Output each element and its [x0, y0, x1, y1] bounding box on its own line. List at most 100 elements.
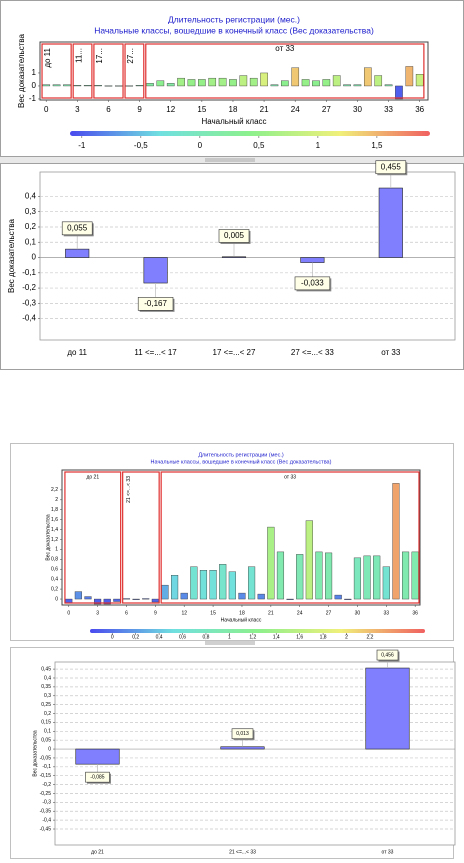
x-tick-label: 33: [384, 610, 390, 616]
bar: [249, 77, 258, 87]
value-label: 0,055: [67, 223, 88, 232]
x-tick-label: 27: [326, 610, 332, 616]
bar: [322, 79, 331, 87]
colorbar-label: 0,6: [179, 634, 186, 640]
group-label: от 33: [284, 474, 296, 480]
bar: [334, 594, 342, 600]
bar: [384, 84, 393, 87]
y-tick-label: 0,4: [44, 675, 51, 681]
colorbar-label: 2: [345, 634, 348, 640]
x-tick-label: 3: [75, 105, 80, 114]
bar: [382, 566, 390, 600]
bar: [177, 77, 185, 87]
splitter-handle[interactable]: [205, 158, 255, 162]
chart: 0,45 0,4 0,35 0,3 0,25 0,2 0,15 0,1 0,05 0 -0,05 -0…: [32, 649, 456, 855]
y-tick-label: 1,8: [51, 507, 58, 513]
bar: [190, 566, 198, 600]
label-box: [375, 160, 407, 175]
y-tick-label: -0,3: [22, 298, 36, 307]
chart: 0,4 0,3 0,2 0,1 0 -0,1 -0,2 -0,3 -0,4 Вес доказат…: [7, 160, 456, 357]
y-tick-label: 1: [32, 68, 37, 77]
bar: [63, 84, 71, 87]
bar: [392, 483, 400, 600]
y-tick-label: -0,3: [42, 800, 51, 806]
bar: [208, 77, 217, 87]
y-tick-label: 0,1: [25, 237, 37, 246]
bar: [276, 551, 285, 600]
value-label: 0,013: [236, 731, 249, 737]
bar: [296, 554, 304, 600]
colorbar-label: 1: [228, 634, 231, 640]
chart: Длительность регистрации (мес.)Начальные…: [45, 452, 425, 640]
bar: [325, 552, 333, 600]
group-box: [122, 471, 160, 604]
bar: [401, 551, 410, 600]
bar: [353, 557, 362, 600]
bar: [238, 592, 246, 600]
value-label: 0,455: [381, 162, 402, 171]
y-tick-label: 0: [32, 81, 37, 90]
label-box: [85, 771, 110, 783]
bar: [291, 67, 300, 87]
bar: [267, 526, 275, 600]
group-label: от 33: [275, 44, 295, 53]
y-tick-label: 0,6: [51, 567, 58, 573]
x-axis-label: Начальный класс: [221, 616, 262, 623]
label-box: [61, 221, 93, 236]
bar: [305, 520, 313, 600]
y-tick-label: -0,1: [22, 268, 36, 277]
y-tick-label: 1: [55, 547, 58, 553]
bar: [312, 80, 320, 87]
y-tick-label: 1,2: [51, 537, 58, 543]
y-axis-label: Вес доказательства: [32, 730, 38, 776]
bar: [122, 598, 131, 600]
x-tick-label: 9: [154, 610, 157, 616]
x-tick-label: 21: [268, 610, 274, 616]
y-tick-label: 0,3: [44, 693, 51, 699]
y-tick-label: -1: [29, 94, 37, 103]
bar: [405, 66, 414, 87]
group-label: 21 <=...< 33: [126, 476, 132, 503]
group-label: до 21: [86, 474, 99, 480]
colorbar-label: 2,2: [366, 634, 373, 640]
y-axis-label: Вес доказательства: [17, 33, 26, 108]
x-tick-label: 36: [415, 105, 424, 114]
value-label: 0,005: [224, 231, 245, 240]
y-tick-label: 0,45: [41, 666, 51, 672]
bar: [103, 598, 111, 605]
colorbar-label: 1,4: [273, 634, 280, 640]
bar: [135, 85, 144, 87]
bar: [365, 667, 410, 750]
colorbar-label: -0,5: [134, 141, 148, 150]
group-box: [145, 43, 425, 99]
y-tick-label: 0,3: [25, 207, 37, 216]
bar: [221, 256, 247, 258]
y-axis-label: Вес доказательства: [7, 218, 16, 293]
y-tick-label: -0,05: [40, 755, 52, 761]
x-tick-label: 15: [197, 105, 206, 114]
bar: [248, 566, 256, 600]
bar: [132, 598, 140, 600]
splitter-handle[interactable]: [205, 641, 255, 645]
y-tick-label: -0,25: [40, 791, 52, 797]
bar: [363, 555, 371, 600]
y-tick-label: -0,45: [40, 826, 52, 832]
x-tick-label: 0: [44, 105, 49, 114]
label-box: [231, 728, 254, 740]
y-tick-label: 1,4: [51, 527, 58, 533]
bar: [415, 74, 424, 87]
value-label: -0,167: [144, 299, 167, 308]
x-tick-label: 21: [260, 105, 269, 114]
bar: [343, 84, 351, 87]
bar: [142, 598, 150, 600]
bar: [218, 77, 227, 87]
bar: [229, 79, 237, 87]
y-tick-label: -0,1: [42, 764, 51, 770]
colorbar-label: 1,6: [296, 634, 303, 640]
x-axis-label: Начальный класс: [201, 117, 266, 126]
bar: [270, 84, 279, 87]
y-tick-label: 0: [32, 253, 37, 262]
value-label: -0,033: [301, 278, 324, 287]
y-tick-label: 0,15: [41, 720, 51, 726]
bar: [115, 85, 123, 87]
